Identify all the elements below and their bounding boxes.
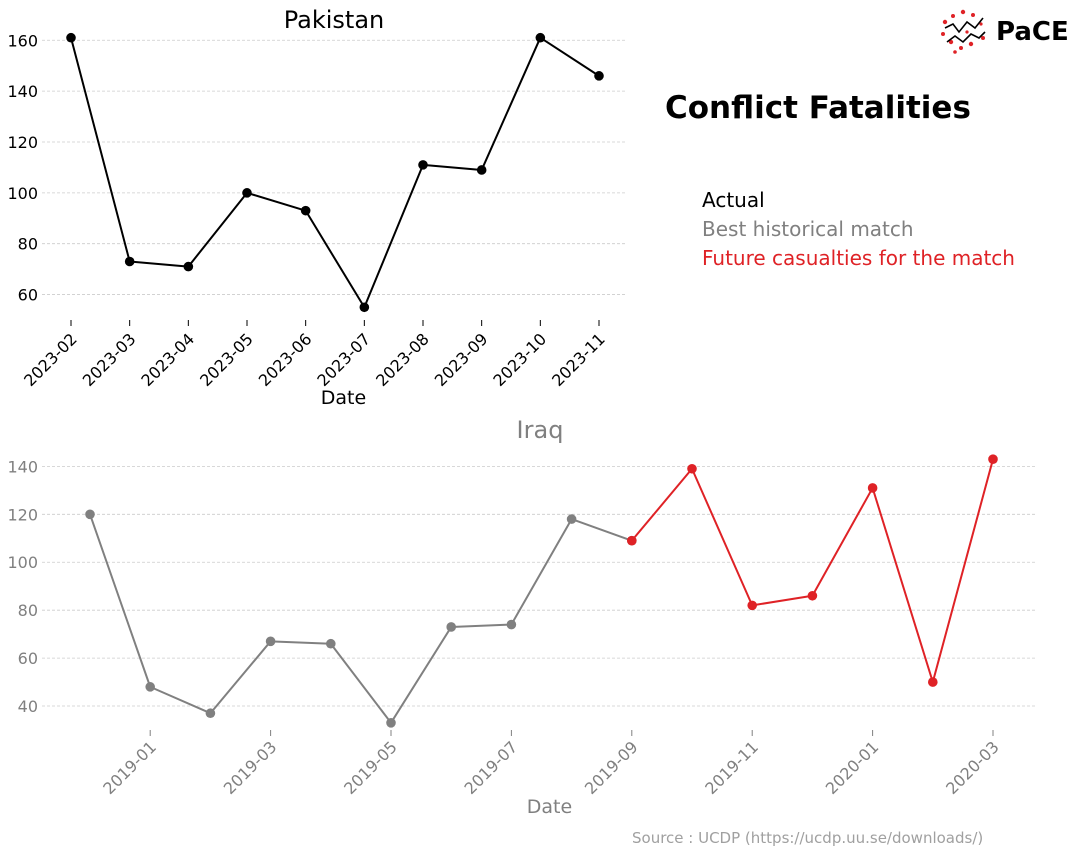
- x-tick-label: 2019-11: [701, 737, 762, 798]
- chart-title: Pakistan: [284, 6, 385, 34]
- data-point-pakistan: [242, 188, 252, 198]
- x-axis-label: Date: [527, 796, 572, 818]
- x-tick-label: 2020-01: [822, 737, 883, 798]
- page-title: Conflict Fatalities: [665, 90, 971, 126]
- series-line-pakistan-1: [70, 36, 600, 309]
- x-tick-label: 2023-05: [196, 329, 257, 390]
- data-point-iraq: [85, 509, 95, 520]
- x-tick-label: 2023-02: [20, 329, 81, 390]
- data-point-iraq: [506, 619, 517, 630]
- x-tick-label: 2019-03: [220, 737, 281, 798]
- y-tick-label: 100: [7, 553, 38, 572]
- pakistan-chart: 60801001201401602023-022023-032023-04202…: [7, 6, 625, 409]
- data-point-iraq: [687, 463, 697, 474]
- x-tick-label: 2020-03: [942, 737, 1003, 798]
- x-axis-label: Date: [321, 387, 366, 409]
- x-tick-label: 2023-10: [489, 329, 550, 390]
- data-point-pakistan: [66, 32, 76, 43]
- y-tick-label: 100: [7, 184, 38, 203]
- x-tick-label: 2023-03: [79, 329, 140, 390]
- data-point-pakistan: [594, 71, 604, 81]
- series-line-iraq-1: [89, 513, 633, 724]
- y-tick-label: 160: [7, 31, 38, 50]
- x-tick-label: 2023-09: [431, 329, 492, 390]
- data-point-pakistan: [300, 205, 311, 216]
- series-line-iraq-2: [631, 458, 994, 684]
- data-point-pakistan: [535, 32, 546, 43]
- data-point-pakistan: [124, 256, 135, 267]
- x-tick-label: 2023-11: [548, 329, 609, 390]
- legend-item-future: Future casualties for the match: [702, 246, 1015, 270]
- x-tick-label: 2023-04: [137, 329, 198, 390]
- data-point-iraq: [386, 718, 396, 728]
- data-point-iraq: [867, 483, 878, 493]
- y-tick-label: 120: [7, 133, 38, 152]
- data-point-iraq: [627, 535, 637, 546]
- data-point-iraq: [205, 708, 216, 719]
- logo-mark-icon: [941, 9, 986, 54]
- data-point-pakistan: [359, 302, 370, 313]
- iraq-chart: 40 60 80 100 120 140 2019-01 2019-03 2019-05 2019…: [7, 416, 1037, 818]
- y-tick-label: 80: [18, 601, 38, 620]
- pace-logo: PaCE: [937, 8, 1069, 58]
- y-tick-label: 60: [18, 649, 38, 668]
- data-point-iraq: [265, 636, 276, 647]
- x-tick-label: 2019-05: [340, 737, 401, 798]
- y-tick-label: 40: [18, 697, 38, 716]
- y-tick-label: 60: [18, 286, 38, 305]
- data-point-iraq: [566, 514, 577, 524]
- y-tick-label: 80: [18, 235, 38, 254]
- data-point-iraq: [988, 454, 998, 464]
- x-tick-label: 2019-07: [461, 737, 522, 798]
- data-point-iraq: [807, 590, 818, 601]
- data-point-pakistan: [418, 160, 428, 170]
- y-tick-label: 140: [7, 457, 38, 476]
- legend-item-best-match: Best historical match: [702, 217, 914, 241]
- legend-item-actual: Actual: [702, 188, 765, 212]
- logo-text: PaCE: [996, 17, 1069, 47]
- data-point-iraq: [326, 638, 336, 649]
- data-point-iraq: [145, 682, 155, 692]
- x-tick-label: 2019-01: [99, 737, 160, 798]
- x-tick-label: 2019-09: [581, 737, 642, 798]
- legend: Actual Best historical match Future casu…: [702, 186, 1015, 273]
- data-point-iraq: [446, 622, 457, 632]
- chart-title: Iraq: [517, 416, 564, 444]
- x-tick-label: 2023-06: [255, 329, 316, 390]
- y-tick-label: 140: [7, 82, 38, 101]
- source-note: Source : UCDP (https://ucdp.uu.se/downlo…: [632, 829, 984, 847]
- x-tick-label: 2023-07: [313, 329, 374, 390]
- x-tick-label: 2023-08: [372, 329, 433, 390]
- data-point-iraq: [747, 600, 757, 611]
- data-point-pakistan: [476, 165, 487, 175]
- data-point-pakistan: [183, 261, 194, 272]
- y-tick-label: 120: [7, 505, 38, 524]
- data-point-iraq: [928, 677, 938, 687]
